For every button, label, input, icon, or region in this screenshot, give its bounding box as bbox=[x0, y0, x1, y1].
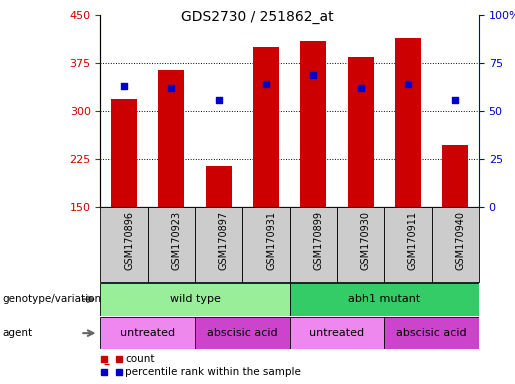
Text: abh1 mutant: abh1 mutant bbox=[348, 294, 420, 305]
Point bbox=[309, 72, 317, 78]
Bar bbox=[205, 166, 232, 207]
Bar bbox=[100, 317, 195, 349]
Text: GDS2730 / 251862_at: GDS2730 / 251862_at bbox=[181, 10, 334, 23]
Point bbox=[120, 83, 128, 89]
Text: GSM170899: GSM170899 bbox=[313, 211, 323, 270]
Bar bbox=[111, 99, 137, 207]
Text: agent: agent bbox=[3, 328, 32, 338]
Bar bbox=[289, 207, 337, 282]
Text: GSM170931: GSM170931 bbox=[266, 211, 276, 270]
Text: count: count bbox=[125, 354, 154, 364]
Text: GSM170930: GSM170930 bbox=[360, 211, 371, 270]
Bar bbox=[289, 283, 479, 316]
Bar bbox=[384, 207, 432, 282]
Bar bbox=[195, 317, 289, 349]
Bar bbox=[395, 38, 421, 207]
Point bbox=[451, 97, 459, 103]
Point bbox=[215, 97, 223, 103]
Text: untreated: untreated bbox=[120, 328, 175, 338]
Bar bbox=[100, 283, 289, 316]
Text: GSM170897: GSM170897 bbox=[219, 211, 229, 270]
Text: abscisic acid: abscisic acid bbox=[397, 328, 467, 338]
Bar bbox=[337, 207, 384, 282]
Point bbox=[404, 81, 412, 88]
Bar bbox=[159, 70, 184, 207]
Text: abscisic acid: abscisic acid bbox=[207, 328, 278, 338]
Bar bbox=[253, 47, 279, 207]
Bar bbox=[384, 317, 479, 349]
Text: percentile rank within the sample: percentile rank within the sample bbox=[125, 367, 301, 377]
Bar bbox=[442, 145, 468, 207]
Text: wild type: wild type bbox=[169, 294, 220, 305]
Bar bbox=[195, 207, 243, 282]
Bar bbox=[243, 207, 289, 282]
Text: untreated: untreated bbox=[310, 328, 365, 338]
Point bbox=[262, 81, 270, 88]
Bar bbox=[148, 207, 195, 282]
Text: GSM170911: GSM170911 bbox=[408, 211, 418, 270]
Bar bbox=[432, 207, 479, 282]
Text: genotype/variation: genotype/variation bbox=[3, 294, 101, 305]
Text: GSM170896: GSM170896 bbox=[124, 211, 134, 270]
Text: GSM170923: GSM170923 bbox=[171, 211, 181, 270]
Point bbox=[356, 85, 365, 91]
Point bbox=[167, 85, 176, 91]
Text: GSM170940: GSM170940 bbox=[455, 211, 465, 270]
Bar bbox=[348, 57, 374, 207]
Bar bbox=[289, 317, 384, 349]
Bar bbox=[300, 41, 327, 207]
Bar bbox=[100, 207, 148, 282]
